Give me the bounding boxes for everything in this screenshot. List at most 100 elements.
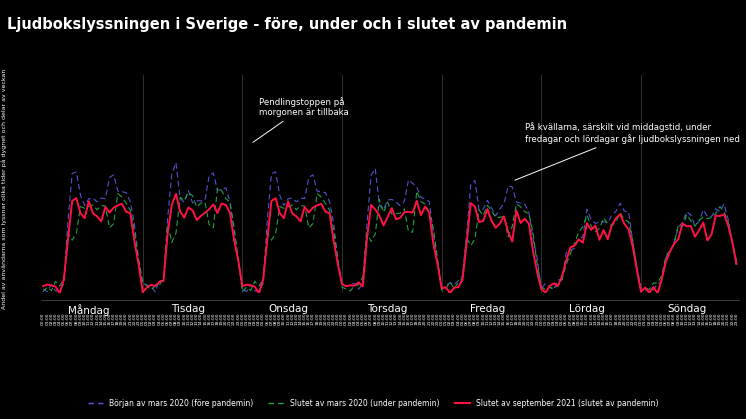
Text: 06:00: 06:00 bbox=[266, 312, 269, 325]
Text: 10:00: 10:00 bbox=[282, 312, 286, 325]
Text: 23:00: 23:00 bbox=[436, 312, 439, 325]
Text: Andel av användarna som lyssnar olika tider på dygnet och delar av veckan: Andel av användarna som lyssnar olika ti… bbox=[1, 68, 7, 309]
Text: 05:00: 05:00 bbox=[62, 312, 66, 325]
Text: 08:00: 08:00 bbox=[672, 312, 676, 325]
Text: 06:00: 06:00 bbox=[66, 312, 70, 325]
Text: 02:00: 02:00 bbox=[648, 312, 651, 325]
Text: 18:00: 18:00 bbox=[614, 312, 618, 325]
Text: 07:00: 07:00 bbox=[369, 312, 373, 325]
Text: 07:00: 07:00 bbox=[269, 312, 274, 325]
Text: 19:00: 19:00 bbox=[518, 312, 522, 325]
Text: 14:00: 14:00 bbox=[697, 312, 701, 325]
Text: 19:00: 19:00 bbox=[319, 312, 323, 325]
Text: 21:00: 21:00 bbox=[327, 312, 331, 325]
Text: 06:00: 06:00 bbox=[465, 312, 468, 325]
Text: 20:00: 20:00 bbox=[622, 312, 627, 325]
Text: 05:00: 05:00 bbox=[659, 312, 664, 325]
Text: 08:00: 08:00 bbox=[572, 312, 577, 325]
Text: 21:00: 21:00 bbox=[627, 312, 630, 325]
Text: 02:00: 02:00 bbox=[448, 312, 452, 325]
Text: 07:00: 07:00 bbox=[668, 312, 672, 325]
Text: 04:00: 04:00 bbox=[656, 312, 659, 325]
Text: 21:00: 21:00 bbox=[726, 312, 730, 325]
Text: Söndag: Söndag bbox=[667, 304, 706, 314]
Text: 22:00: 22:00 bbox=[332, 312, 336, 325]
Text: 13:00: 13:00 bbox=[394, 312, 398, 325]
Text: 04:00: 04:00 bbox=[357, 312, 360, 325]
Text: 02:00: 02:00 bbox=[248, 312, 253, 325]
Text: 16:00: 16:00 bbox=[506, 312, 510, 325]
Text: 05:00: 05:00 bbox=[261, 312, 265, 325]
Text: På kvällarna, särskilt vid middagstid, under
fredagar och lördagar går ljudboksl: På kvällarna, särskilt vid middagstid, u… bbox=[515, 123, 739, 180]
Text: Lördag: Lördag bbox=[569, 304, 605, 314]
Text: 09:00: 09:00 bbox=[477, 312, 481, 325]
Text: 03:00: 03:00 bbox=[153, 312, 157, 325]
Text: Onsdag: Onsdag bbox=[268, 304, 308, 314]
Text: 02:00: 02:00 bbox=[149, 312, 153, 325]
Text: 14:00: 14:00 bbox=[598, 312, 601, 325]
Text: 09:00: 09:00 bbox=[377, 312, 381, 325]
Text: 02:00: 02:00 bbox=[49, 312, 54, 325]
Text: 10:00: 10:00 bbox=[481, 312, 485, 325]
Text: 08:00: 08:00 bbox=[174, 312, 178, 325]
Text: 05:00: 05:00 bbox=[162, 312, 166, 325]
Text: 00:00: 00:00 bbox=[340, 312, 344, 325]
Text: 15:00: 15:00 bbox=[303, 312, 307, 325]
Text: 18:00: 18:00 bbox=[515, 312, 518, 325]
Text: 22:00: 22:00 bbox=[730, 312, 734, 325]
Text: 23:00: 23:00 bbox=[635, 312, 639, 325]
Text: 07:00: 07:00 bbox=[170, 312, 174, 325]
Text: 15:00: 15:00 bbox=[402, 312, 407, 325]
Text: 02:00: 02:00 bbox=[348, 312, 352, 325]
Text: 01:00: 01:00 bbox=[46, 312, 49, 325]
Text: 03:00: 03:00 bbox=[552, 312, 556, 325]
Text: 09:00: 09:00 bbox=[178, 312, 182, 325]
Text: 12:00: 12:00 bbox=[589, 312, 593, 325]
Text: Fredag: Fredag bbox=[470, 304, 505, 314]
Text: 18:00: 18:00 bbox=[116, 312, 120, 325]
Text: 09:00: 09:00 bbox=[78, 312, 83, 325]
Text: 01:00: 01:00 bbox=[145, 312, 149, 325]
Text: 20:00: 20:00 bbox=[324, 312, 327, 325]
Text: 17:00: 17:00 bbox=[709, 312, 714, 325]
Text: 18:00: 18:00 bbox=[415, 312, 419, 325]
Text: 17:00: 17:00 bbox=[112, 312, 116, 325]
Text: 03:00: 03:00 bbox=[253, 312, 257, 325]
Text: 20:00: 20:00 bbox=[224, 312, 228, 325]
Text: 13:00: 13:00 bbox=[95, 312, 99, 325]
Text: 17:00: 17:00 bbox=[610, 312, 614, 325]
Text: 16:00: 16:00 bbox=[407, 312, 410, 325]
Legend: Början av mars 2020 (före pandemin), Slutet av mars 2020 (under pandemin), Slute: Början av mars 2020 (före pandemin), Slu… bbox=[84, 396, 662, 411]
Text: 22:00: 22:00 bbox=[431, 312, 436, 325]
Text: 17:00: 17:00 bbox=[211, 312, 216, 325]
Text: 09:00: 09:00 bbox=[677, 312, 680, 325]
Text: 00:00: 00:00 bbox=[141, 312, 145, 325]
Text: 13:00: 13:00 bbox=[295, 312, 298, 325]
Text: 11:00: 11:00 bbox=[685, 312, 689, 325]
Text: 17:00: 17:00 bbox=[311, 312, 315, 325]
Text: 01:00: 01:00 bbox=[544, 312, 548, 325]
Text: 20:00: 20:00 bbox=[423, 312, 427, 325]
Text: 12:00: 12:00 bbox=[290, 312, 294, 325]
Text: 15:00: 15:00 bbox=[203, 312, 207, 325]
Text: 22:00: 22:00 bbox=[531, 312, 535, 325]
Text: 12:00: 12:00 bbox=[390, 312, 394, 325]
Text: 12:00: 12:00 bbox=[190, 312, 195, 325]
Text: 16:00: 16:00 bbox=[307, 312, 311, 325]
Text: 00:00: 00:00 bbox=[41, 312, 45, 325]
Text: 13:00: 13:00 bbox=[593, 312, 598, 325]
Text: 11:00: 11:00 bbox=[486, 312, 489, 325]
Text: 12:00: 12:00 bbox=[91, 312, 95, 325]
Text: 10:00: 10:00 bbox=[581, 312, 585, 325]
Text: 18:00: 18:00 bbox=[315, 312, 319, 325]
Text: 22:00: 22:00 bbox=[630, 312, 635, 325]
Text: 23:00: 23:00 bbox=[535, 312, 539, 325]
Text: 20:00: 20:00 bbox=[722, 312, 726, 325]
Text: 16:00: 16:00 bbox=[107, 312, 112, 325]
Text: 11:00: 11:00 bbox=[386, 312, 389, 325]
Text: 10:00: 10:00 bbox=[680, 312, 685, 325]
Text: Ljudbokslyssningen i Sverige - före, under och i slutet av pandemin: Ljudbokslyssningen i Sverige - före, und… bbox=[7, 17, 568, 32]
Text: 09:00: 09:00 bbox=[278, 312, 282, 325]
Text: 14:00: 14:00 bbox=[199, 312, 203, 325]
Text: 19:00: 19:00 bbox=[219, 312, 224, 325]
